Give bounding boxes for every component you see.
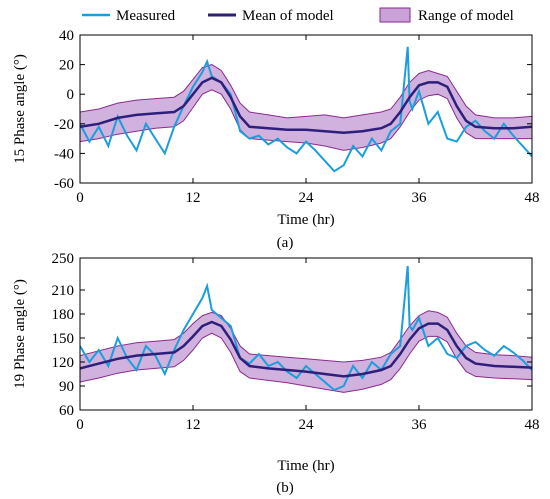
panel-b-xlabel: Time (hr) (277, 458, 334, 474)
panel-b-ytick-label: 150 (52, 331, 75, 347)
panel-b-ytick-label: 250 (52, 251, 75, 267)
panel-b-ytick-label: 120 (52, 355, 75, 371)
panel-b-xtick-label: 48 (525, 417, 540, 433)
legend-measured-label: Measured (116, 8, 176, 24)
panel-a-ytick-label: 0 (67, 87, 75, 103)
panel-a-ytick-label: -60 (54, 176, 74, 192)
panel-a-xtick-label: 36 (412, 190, 428, 206)
panel-b-plot: 0 12 24 36 48 60 90 120 150 180 210 250 Time (hr) 19 … (12, 251, 540, 474)
panel-a-data (80, 46, 532, 173)
panel-b-range-band (80, 310, 532, 393)
panel-a-range-band (80, 64, 532, 151)
panel-a-ylabel: 15 Phase angle (°) (12, 54, 28, 164)
panel-b-ytick-label: 90 (59, 379, 74, 395)
panel-a-ytick-label: 20 (59, 58, 74, 74)
panel-b-frame (79, 257, 533, 411)
panel-b-xtick-label: 0 (76, 417, 84, 433)
panel-a-mean-line (80, 76, 532, 134)
panel-a-xtick-label: 0 (76, 190, 84, 206)
panel-b-data (80, 265, 532, 393)
panel-b-mean-line (80, 320, 532, 378)
panel-b: 0 12 24 36 48 60 90 120 150 180 210 250 Time (hr) 19 … (12, 251, 540, 496)
panel-a-ytick-label: 40 (59, 28, 74, 44)
panel-a-plot: 0 12 24 36 48 -60 -40 -20 0 20 40 Time (hr) 15 Phase… (12, 28, 540, 228)
panel-a-xtick-label: 48 (525, 190, 540, 206)
panel-a-ytick-label: -20 (54, 117, 74, 133)
panel-b-xtick-label: 24 (299, 417, 315, 433)
panel-b-xtick-label: 12 (186, 417, 201, 433)
panel-b-caption: (b) (276, 480, 294, 496)
panel-a-xtick-label: 24 (299, 190, 315, 206)
legend: Measured Mean of model Range of model (82, 7, 514, 24)
panel-a-xlabel: Time (hr) (277, 212, 334, 228)
panel-b-ytick-label: 210 (52, 283, 75, 299)
panel-b-ytick-label: 180 (52, 307, 75, 323)
legend-range-swatch (379, 7, 411, 23)
panel-b-measured-line (80, 265, 532, 392)
panel-a: 0 12 24 36 48 -60 -40 -20 0 20 40 Time (hr) 15 Phase… (12, 28, 540, 251)
panel-b-ylabel: 19 Phase angle (°) (12, 279, 28, 389)
panel-a-xtick-label: 12 (186, 190, 201, 206)
panel-a-caption: (a) (277, 235, 294, 251)
legend-mean-label: Mean of model (242, 8, 334, 24)
legend-range-label: Range of model (418, 8, 514, 24)
panel-a-measured-line (80, 46, 532, 173)
panel-b-ytick-label: 60 (59, 403, 74, 419)
panel-b-xtick-label: 36 (412, 417, 428, 433)
panel-a-ytick-label: -40 (54, 146, 74, 162)
